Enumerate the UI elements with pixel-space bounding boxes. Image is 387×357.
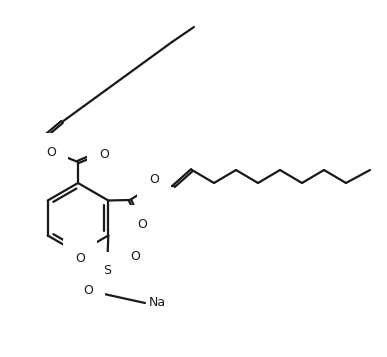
- Text: O: O: [99, 147, 109, 161]
- Text: O: O: [149, 172, 159, 186]
- Text: Na: Na: [149, 297, 166, 310]
- Text: O: O: [75, 251, 85, 265]
- Text: O: O: [137, 217, 147, 231]
- Text: S: S: [103, 265, 111, 277]
- Text: O: O: [83, 283, 93, 297]
- Text: O: O: [46, 146, 56, 159]
- Text: O: O: [130, 250, 140, 262]
